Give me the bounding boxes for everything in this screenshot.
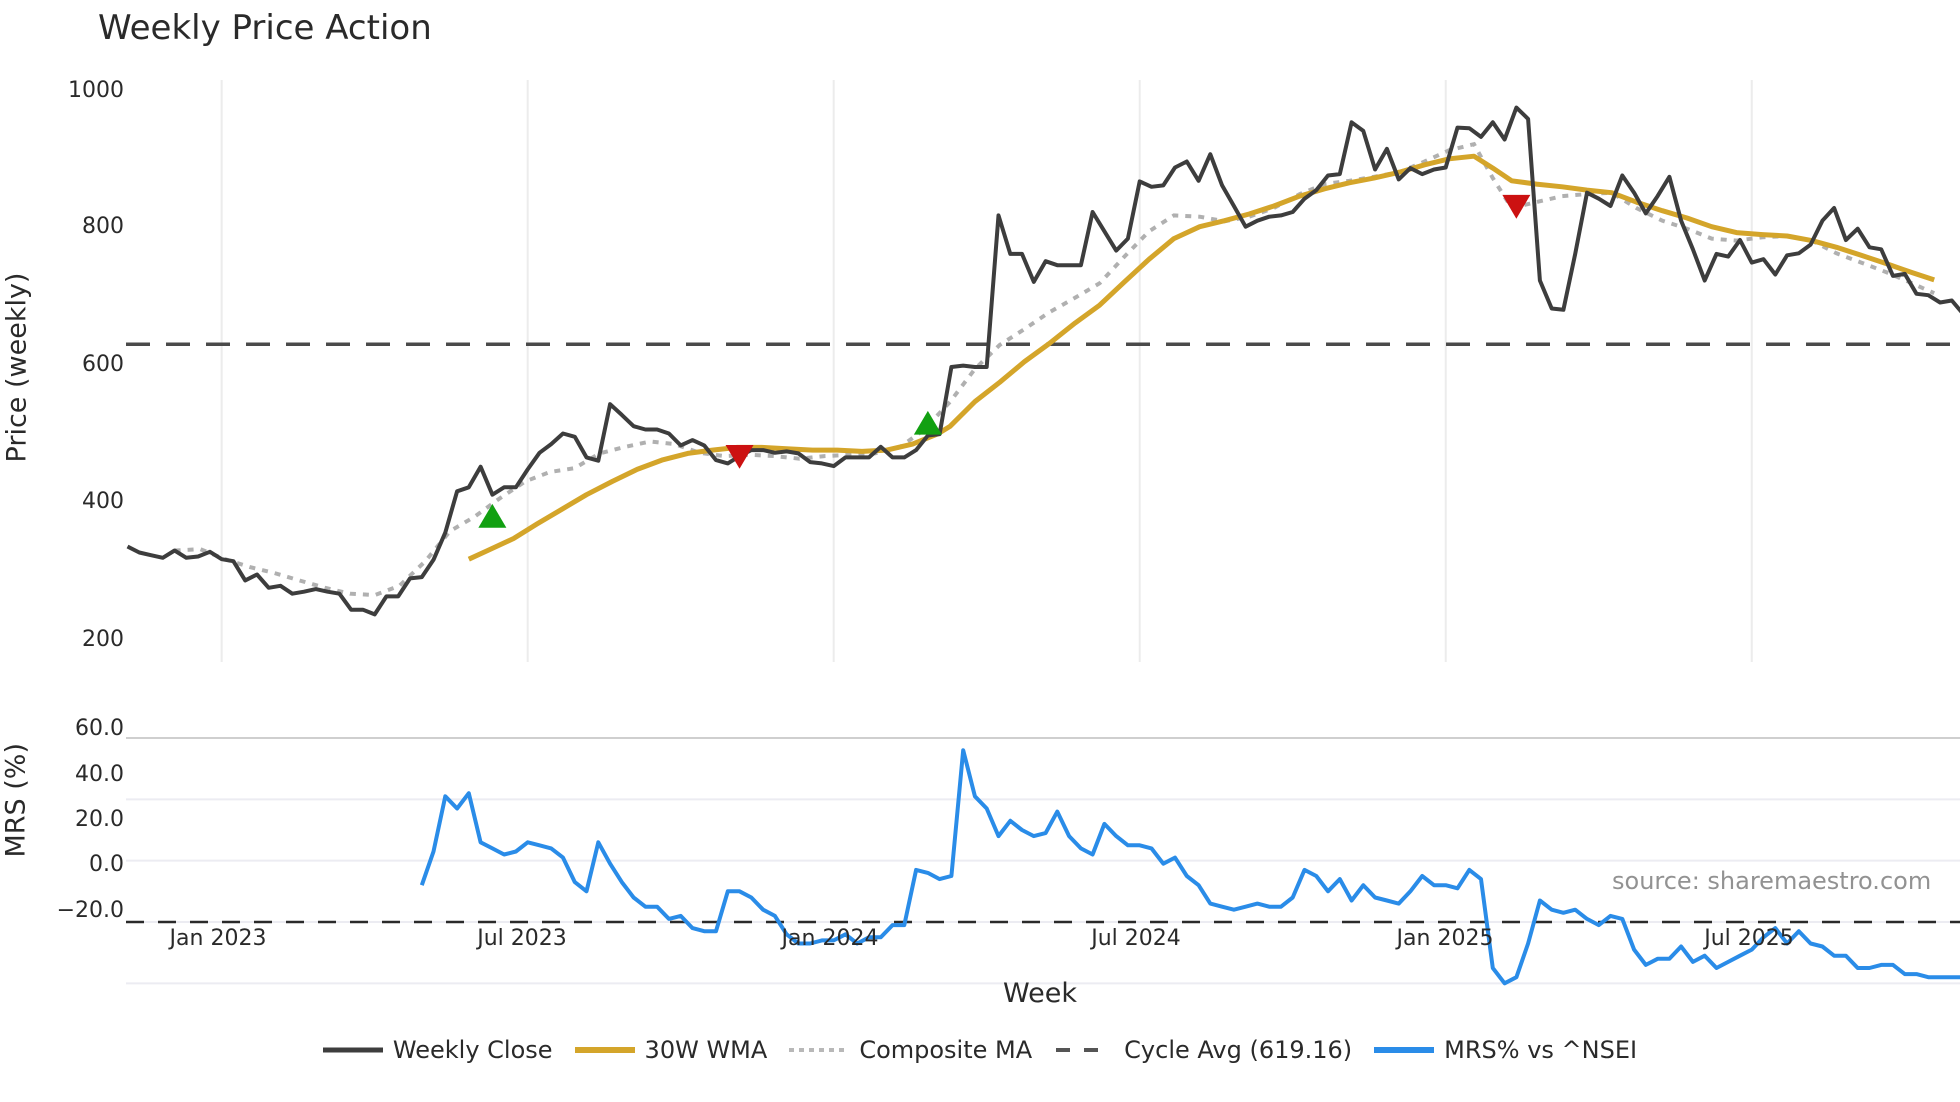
- price-panel-grid: [220, 80, 1753, 662]
- mrs-ytick: 20.0: [75, 807, 124, 832]
- solid-line-icon: [574, 1047, 635, 1053]
- xtick-label: Jul 2023: [477, 926, 567, 951]
- legend-item-mrs[interactable]: MRS% vs ^NSEI: [1374, 1036, 1637, 1064]
- legend-item-composite-ma[interactable]: Composite MA: [789, 1036, 1032, 1064]
- legend-label: Cycle Avg (619.16): [1124, 1036, 1353, 1064]
- source-watermark: source: sharemaestro.com: [1612, 867, 1932, 895]
- legend-label: Weekly Close: [392, 1036, 553, 1064]
- buy-signal-triangle-up-icon: [913, 410, 942, 435]
- signal-markers: [478, 194, 1531, 528]
- mrs-line: [419, 748, 1960, 986]
- buy-signal-triangle-up-icon: [478, 503, 507, 528]
- legend-label: MRS% vs ^NSEI: [1444, 1036, 1638, 1064]
- dashed-line-icon: [1056, 1048, 1113, 1052]
- mrs-ytick: −20.0: [56, 898, 124, 923]
- mrs-ytick: 0.0: [89, 852, 124, 877]
- x-axis-title: Week: [1003, 978, 1077, 1009]
- dotted-line-icon: [789, 1048, 850, 1052]
- sell-signal-triangle-down-icon: [725, 444, 754, 469]
- solid-line-icon: [322, 1047, 383, 1053]
- legend: Weekly Close 30W WMA Composite MA Cycle …: [0, 1036, 1960, 1064]
- composite-ma-line: [174, 141, 1936, 598]
- solid-line-icon: [1374, 1047, 1435, 1053]
- legend-item-cycle-avg[interactable]: Cycle Avg (619.16): [1054, 1036, 1352, 1064]
- mrs-ytick: 40.0: [75, 762, 124, 787]
- mrs-ytick: 60.0: [75, 716, 124, 741]
- wma-30w-line: [467, 153, 1935, 562]
- weekly-close-line: [126, 105, 1960, 617]
- price-ytick: 800: [82, 214, 124, 239]
- xtick-label: Jan 2024: [781, 926, 879, 951]
- price-ytick: 200: [82, 627, 124, 652]
- price-ytick: 400: [82, 489, 124, 514]
- xtick-label: Jul 2024: [1091, 926, 1181, 951]
- xtick-label: Jan 2023: [169, 926, 267, 951]
- xtick-label: Jan 2025: [1396, 926, 1494, 951]
- price-ytick: 1000: [68, 78, 124, 103]
- chart-title: Weekly Price Action: [98, 8, 432, 48]
- legend-item-30w-wma[interactable]: 30W WMA: [574, 1036, 768, 1064]
- xtick-label: Jul 2025: [1704, 926, 1794, 951]
- legend-label: 30W WMA: [644, 1036, 768, 1064]
- legend-item-weekly-close[interactable]: Weekly Close: [322, 1036, 553, 1064]
- sell-signal-triangle-down-icon: [1502, 194, 1531, 219]
- price-ytick: 600: [82, 352, 124, 377]
- legend-label: Composite MA: [859, 1036, 1033, 1064]
